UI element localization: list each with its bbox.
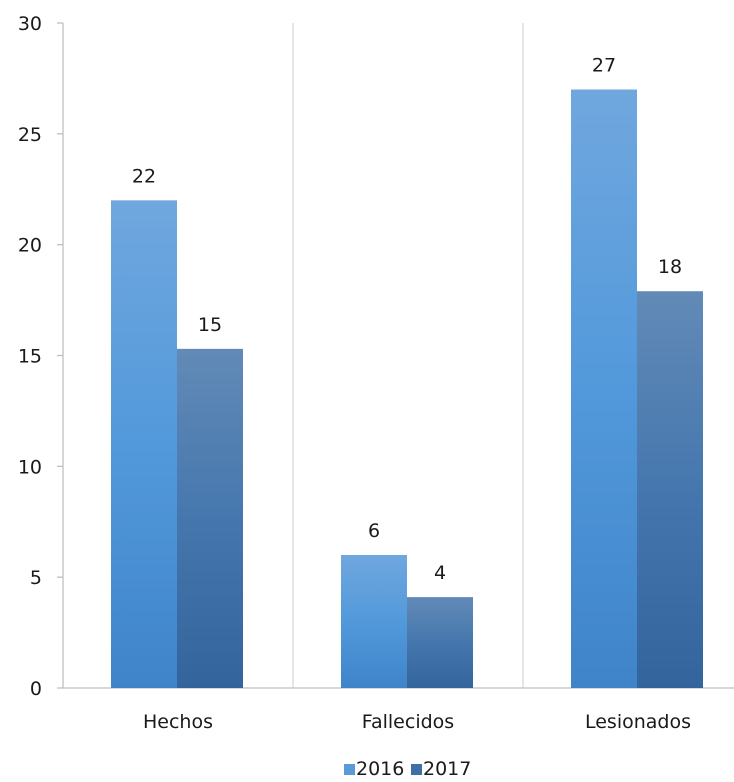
y-tick-label: 30 (18, 13, 42, 35)
bars (111, 89, 703, 689)
bar-2016-Fallecidos (341, 555, 407, 688)
data-label: 22 (132, 165, 156, 187)
category-label: Hechos (143, 711, 213, 733)
data-label: 4 (434, 562, 446, 584)
legend-label: 2017 (423, 758, 471, 780)
data-label: 27 (592, 55, 616, 77)
category-label: Fallecidos (362, 711, 454, 733)
bar-2017-Hechos (177, 348, 243, 688)
legend: 2016 2017 (344, 758, 471, 780)
y-tick-label: 10 (18, 456, 42, 478)
data-label: 6 (368, 520, 380, 542)
y-tick-label: 0 (30, 678, 42, 700)
y-tick-label: 20 (18, 235, 42, 257)
y-tick-label: 25 (18, 124, 42, 146)
bar-2016-Hechos (111, 200, 177, 689)
y-axis-ticks: 0 5 10 15 20 25 30 (18, 13, 42, 700)
bar-2016-Lesionados (571, 89, 637, 688)
y-tick-label: 15 (18, 346, 42, 368)
category-label: Lesionados (585, 711, 691, 733)
x-axis-categories: Hechos Fallecidos Lesionados (143, 711, 691, 733)
data-label: 15 (198, 314, 222, 336)
bar-2017-Fallecidos (407, 597, 473, 688)
legend-label: 2016 (356, 758, 404, 780)
legend-swatch (344, 764, 355, 775)
data-label: 18 (658, 256, 682, 278)
legend-swatch (411, 764, 422, 775)
bar-2017-Lesionados (637, 291, 703, 688)
data-labels: 22 15 6 4 27 18 (132, 55, 682, 585)
y-tick-label: 5 (30, 567, 42, 589)
